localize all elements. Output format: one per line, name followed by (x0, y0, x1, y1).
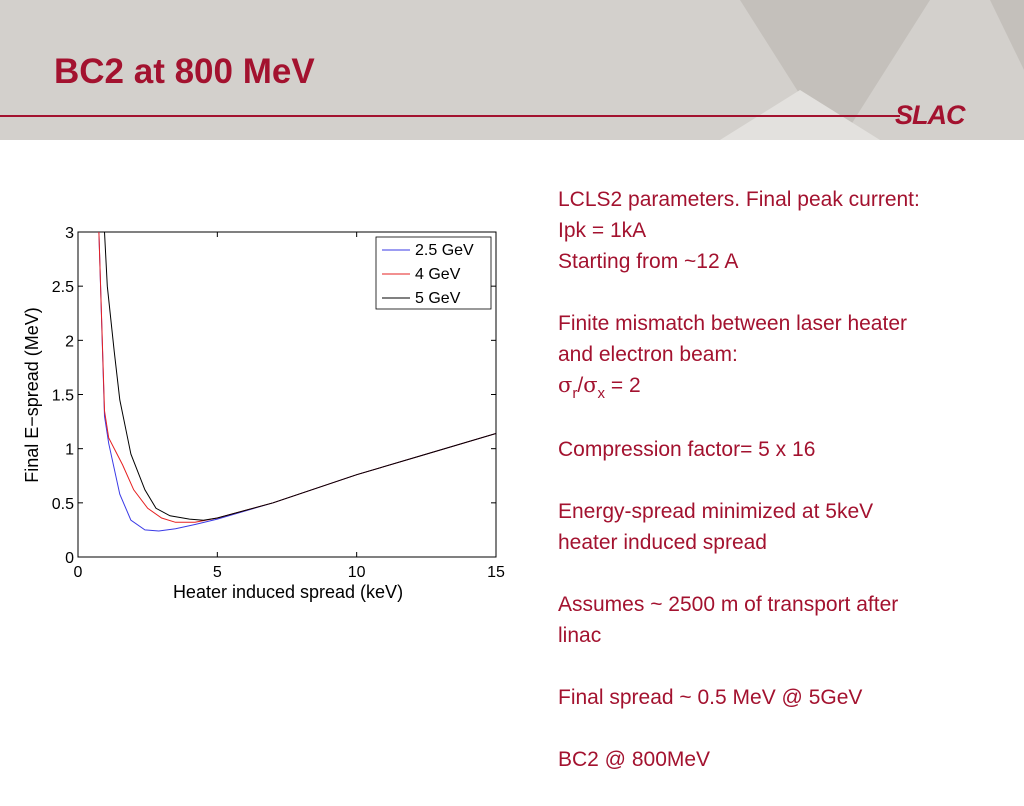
y-tick-label: 1 (65, 442, 74, 459)
title-underline (0, 115, 900, 117)
subscript-x: x (597, 385, 606, 402)
x-tick-label: 0 (74, 564, 83, 581)
y-axis-label: Final E−spread (MeV) (22, 307, 42, 483)
x-tick-label: 10 (348, 564, 366, 581)
note-bc2: BC2 @ 800MeV (558, 744, 1018, 775)
slac-logo: SLAC (895, 100, 965, 130)
y-tick-label: 0 (65, 550, 74, 567)
note-minimum: Energy-spread minimized at 5keV heater i… (558, 496, 1018, 558)
note-line: Compression factor= 5 x 16 (558, 438, 816, 461)
legend-label: 5 GeV (415, 290, 461, 307)
subscript-r: r (572, 385, 578, 402)
y-tick-label: 1.5 (52, 388, 74, 405)
note-line: Final spread ~ 0.5 MeV @ 5GeV (558, 686, 863, 709)
y-tick-label: 0.5 (52, 496, 74, 513)
espread-chart: 0 5 10 15 0 0.5 1 1.5 2 2.5 3 2.5 GeV 4 GeV 5 GeV He… (22, 225, 505, 602)
note-line: Starting from ~12 A (558, 250, 739, 273)
note-compression: Compression factor= 5 x 16 (558, 434, 1018, 465)
y-tick-label: 2.5 (52, 279, 74, 296)
y-tick-label: 2 (65, 333, 74, 350)
note-line: LCLS2 parameters. Final peak current: (558, 188, 920, 211)
note-line: Energy-spread minimized at 5keV (558, 500, 874, 523)
note-line: and electron beam: (558, 343, 738, 366)
ratio-slash: / (577, 374, 584, 397)
series-layer (98, 232, 496, 532)
note-line: Assumes ~ 2500 m of transport after (558, 593, 899, 616)
note-line: Finite mismatch between laser heater (558, 312, 907, 335)
note-line: Ipk = 1kA (558, 219, 647, 242)
series-line-3 (104, 232, 496, 521)
note-sigma-ratio: σr/σx = 2 (558, 370, 1018, 403)
note-mismatch: Finite mismatch between laser heater and… (558, 308, 1018, 403)
sigma-symbol: σ (583, 373, 598, 397)
x-tick-label: 5 (213, 564, 222, 581)
note-transport: Assumes ~ 2500 m of transport after lina… (558, 589, 1018, 651)
x-tick-label: 15 (487, 564, 505, 581)
sigma-symbol: σ (558, 373, 573, 397)
ratio-value: = 2 (605, 374, 641, 397)
x-axis-label: Heater induced spread (keV) (173, 582, 403, 602)
slide-header: BC2 at 800 MeV SLAC (0, 0, 1024, 140)
note-line: heater induced spread (558, 531, 767, 554)
legend-label: 2.5 GeV (415, 242, 474, 259)
slide-title: BC2 at 800 MeV (54, 52, 315, 91)
note-final-spread: Final spread ~ 0.5 MeV @ 5GeV (558, 682, 1018, 713)
note-line: BC2 @ 800MeV (558, 748, 711, 771)
note-parameters: LCLS2 parameters. Final peak current: Ip… (558, 184, 1018, 277)
legend-label: 4 GeV (415, 266, 461, 283)
legend-box (375, 236, 492, 310)
y-tick-label: 3 (65, 225, 74, 242)
tick-layer: 0 5 10 15 0 0.5 1 1.5 2 2.5 3 (52, 225, 505, 581)
note-line: linac (558, 624, 602, 647)
notes-panel: LCLS2 parameters. Final peak current: Ip… (558, 184, 1018, 806)
legend: 2.5 GeV 4 GeV 5 GeV (375, 236, 492, 310)
